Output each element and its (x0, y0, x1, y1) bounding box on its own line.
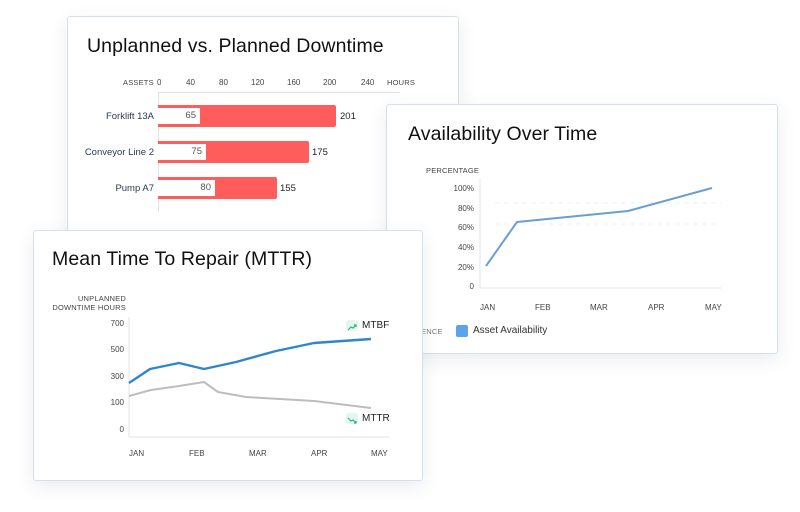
unplanned-value: 175 (312, 147, 328, 158)
x-tick: 120 (251, 78, 265, 87)
x-tick: FEB (189, 449, 205, 458)
x-tick: MAR (249, 449, 267, 458)
planned-value: 80 (158, 180, 215, 196)
unplanned-bar: 80 (158, 177, 277, 199)
x-tick: APR (648, 303, 665, 312)
y-tick: 0 (469, 282, 474, 291)
unplanned-value: 201 (340, 111, 356, 122)
legend-swatch-icon (456, 325, 468, 337)
y-tick: 700 (110, 319, 124, 328)
planned-value: 75 (158, 144, 206, 160)
legend-prefix-label: ENCE (421, 327, 443, 336)
y-tick: 20% (457, 263, 474, 272)
availability-title: Availability Over Time (408, 123, 598, 145)
mttr-card: Mean Time To Repair (MTTR) UNPLANNED DOW… (33, 230, 423, 481)
downtime-title: Unplanned vs. Planned Downtime (87, 35, 384, 57)
x-tick: 160 (287, 78, 301, 87)
x-tick: APR (311, 449, 328, 458)
x-tick: 240 (361, 78, 375, 87)
y-axis-label-line2: DOWNTIME HOURS (52, 303, 126, 312)
unplanned-value: 155 (280, 183, 296, 194)
availability-line-chart (479, 179, 721, 289)
hours-axis-label: HOURS (387, 78, 416, 87)
x-axis-line (158, 92, 400, 93)
assets-axis-label: ASSETS (123, 78, 154, 87)
y-tick: 100 (110, 398, 124, 407)
asset-label: Pump A7 (115, 183, 154, 194)
y-tick: 300 (110, 372, 124, 381)
trend-down-icon (346, 413, 358, 424)
y-tick: 500 (110, 345, 124, 354)
y-axis-label-line1: UNPLANNED (77, 294, 126, 303)
mttr-label: MTTR (362, 413, 390, 424)
percentage-axis-label: PERCENTAGE (426, 166, 480, 175)
x-tick: 200 (323, 78, 337, 87)
unplanned-bar: 65 (158, 105, 336, 127)
asset-label: Conveyor Line 2 (84, 147, 154, 158)
y-tick: 60% (457, 223, 474, 232)
x-tick: MAY (705, 303, 722, 312)
x-tick: JAN (480, 303, 496, 312)
y-tick: 80% (457, 204, 474, 213)
y-tick: 0 (119, 425, 124, 434)
legend-asset-availability: Asset Availability (473, 325, 548, 336)
unplanned-bar: 75 (158, 141, 309, 163)
trend-up-icon (346, 320, 358, 331)
y-tick: 40% (457, 243, 474, 252)
x-tick: JAN (129, 449, 145, 458)
y-tick: 100% (453, 184, 474, 193)
mtbf-label: MTBF (362, 320, 390, 331)
x-tick: FEB (535, 303, 551, 312)
planned-value: 65 (158, 108, 200, 124)
x-tick: MAR (590, 303, 608, 312)
x-tick: 40 (186, 78, 195, 87)
mttr-title: Mean Time To Repair (MTTR) (52, 248, 313, 270)
x-tick: 80 (219, 78, 228, 87)
asset-label: Forklift 13A (105, 111, 154, 122)
mttr-line-chart (128, 317, 389, 438)
availability-card: Availability Over Time PERCENTAGE 100% 8… (386, 104, 778, 354)
x-tick: 0 (157, 78, 162, 87)
x-tick: MAY (371, 449, 388, 458)
